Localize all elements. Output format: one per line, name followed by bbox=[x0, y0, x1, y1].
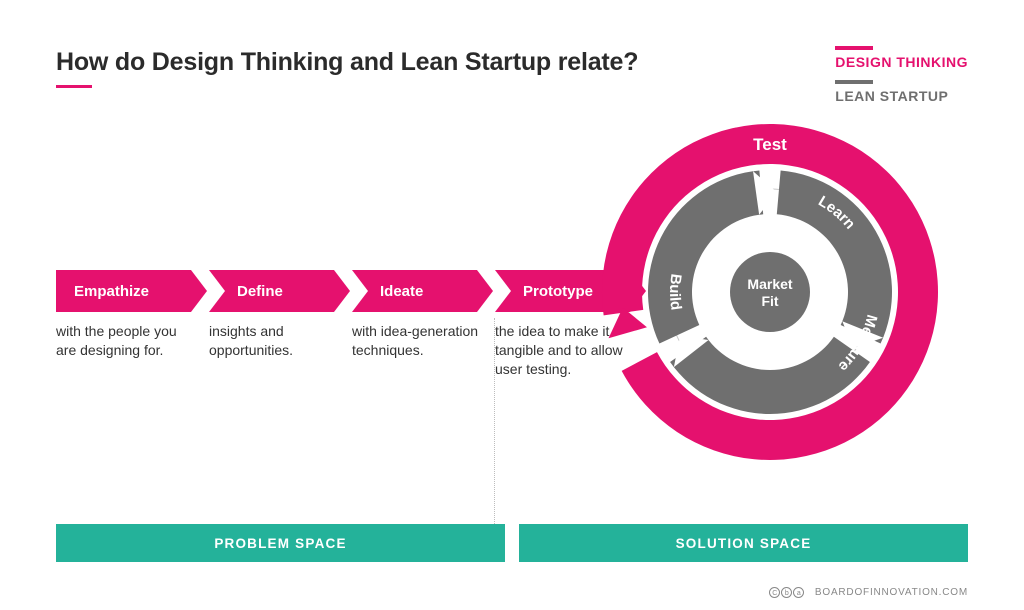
chevron-description: with the people you are designing for. bbox=[56, 322, 209, 379]
svg-text:Market: Market bbox=[747, 276, 792, 292]
chevron-step: Empathize bbox=[56, 270, 191, 312]
footer-attribution: Cba BOARDOFINNOVATION.COM bbox=[769, 587, 968, 598]
problem-space-bar: PROBLEM SPACE bbox=[56, 524, 505, 562]
svg-text:Test: Test bbox=[753, 135, 787, 154]
process-description-row: with the people you are designing for.in… bbox=[56, 322, 648, 379]
legend-swatch bbox=[835, 80, 873, 84]
cc-license-icon: Cba bbox=[769, 587, 805, 598]
title-underline bbox=[56, 85, 92, 88]
legend-swatch bbox=[835, 46, 873, 50]
legend-label: DESIGN THINKING bbox=[835, 54, 968, 70]
chevron-description: insights and opportunities. bbox=[209, 322, 352, 379]
solution-space-bar: SOLUTION SPACE bbox=[519, 524, 968, 562]
space-bars: PROBLEM SPACE SOLUTION SPACE bbox=[56, 524, 968, 562]
title-block: How do Design Thinking and Lean Startup … bbox=[56, 48, 638, 88]
footer-text: BOARDOFINNOVATION.COM bbox=[815, 587, 968, 598]
chevron-description: with idea-generation techniques. bbox=[352, 322, 495, 379]
legend-item-design-thinking: DESIGN THINKING bbox=[835, 46, 968, 70]
svg-text:Fit: Fit bbox=[761, 293, 778, 309]
problem-solution-divider bbox=[494, 318, 495, 528]
legend: DESIGN THINKING LEAN STARTUP bbox=[835, 46, 968, 114]
lean-cycle-diagram: TestBuildMeasureLearnMarketFit bbox=[600, 122, 940, 462]
legend-item-lean-startup: LEAN STARTUP bbox=[835, 80, 968, 104]
chevron-step: Ideate bbox=[352, 270, 477, 312]
chevron-step: Define bbox=[209, 270, 334, 312]
legend-label: LEAN STARTUP bbox=[835, 88, 968, 104]
process-chevron-row: EmpathizeDefineIdeatePrototype bbox=[56, 270, 648, 312]
svg-text:Build: Build bbox=[666, 273, 685, 311]
page-title: How do Design Thinking and Lean Startup … bbox=[56, 48, 638, 77]
